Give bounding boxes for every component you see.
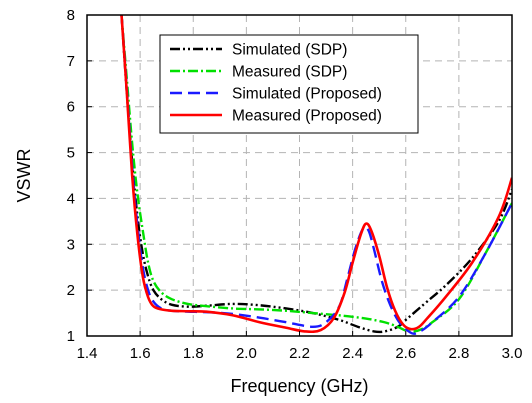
x-tick-label: 2.8: [448, 345, 469, 362]
x-tick-label: 2.2: [289, 345, 310, 362]
axis-ticks: 1.4 1.6 1.8 2.0 2.2 2.4 2.6 2.8 3.0 1 2 3 4 5 6 7 8: [67, 7, 523, 362]
y-tick-label: 2: [67, 282, 75, 299]
legend-label-simulated-sdp: Simulated (SDP): [232, 42, 347, 59]
y-tick-label: 7: [67, 53, 75, 70]
series-line-measured-proposed: [120, 15, 512, 334]
series-line-measured-sdp: [120, 15, 512, 333]
y-axis-label: VSWR: [14, 148, 34, 202]
legend-box: [159, 34, 419, 134]
legend-label-measured-proposed: Measured (Proposed): [232, 108, 382, 125]
y-tick-label: 3: [67, 236, 75, 253]
y-tick-label: 6: [67, 99, 75, 116]
x-tick-label: 1.4: [77, 345, 98, 362]
legend-label-measured-sdp: Measured (SDP): [232, 64, 347, 81]
x-tick-label: 2.6: [395, 345, 416, 362]
x-tick-label: 2.4: [342, 345, 363, 362]
x-tick-label: 2.0: [236, 345, 257, 362]
legend-label-simulated-proposed: Simulated (Proposed): [232, 86, 382, 103]
y-tick-label: 5: [67, 145, 75, 162]
x-tick-label: 3.0: [502, 345, 523, 362]
y-tick-label: 8: [67, 7, 75, 24]
x-tick-label: 1.8: [183, 345, 204, 362]
legend: Simulated (SDP) Measured (SDP) Simulated (…: [159, 34, 419, 134]
x-tick-label: 1.6: [130, 345, 151, 362]
y-tick-label: 1: [67, 328, 75, 345]
series-line-simulated-proposed: [120, 15, 512, 335]
y-tick-label: 4: [67, 190, 75, 207]
series-layer: [120, 15, 512, 335]
x-axis-label: Frequency (GHz): [230, 376, 368, 396]
series-line-simulated-sdp: [120, 15, 512, 334]
